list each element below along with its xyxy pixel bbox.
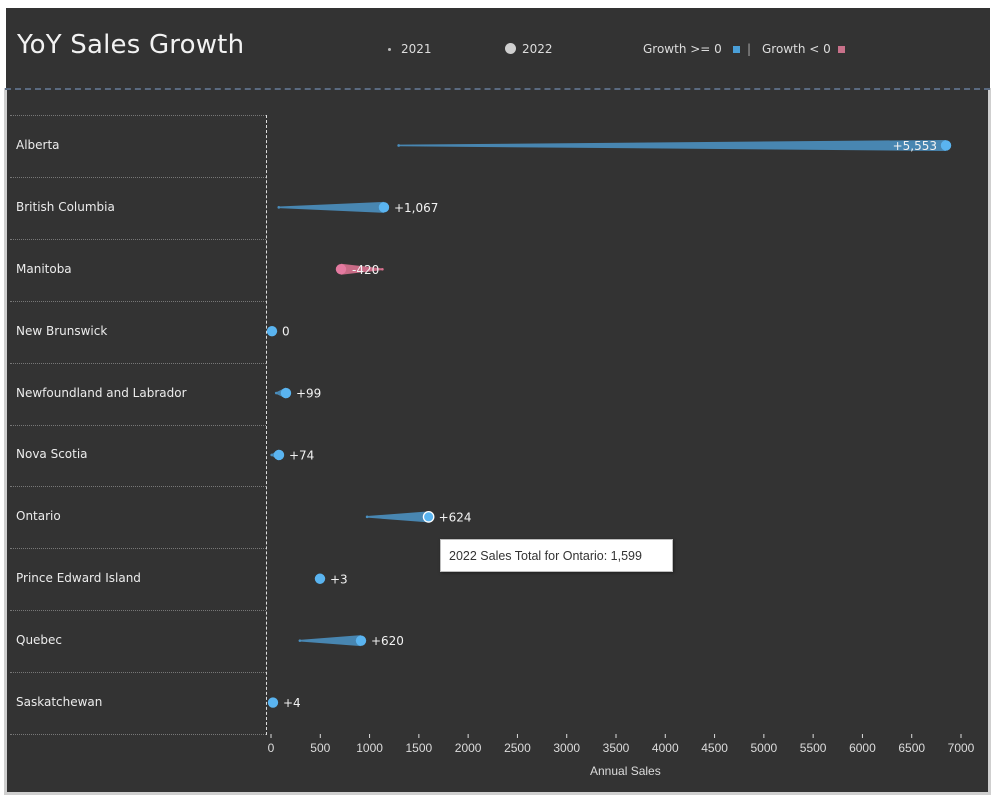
x-tick-label: 1000 [356, 741, 383, 755]
growth-band[interactable] [299, 635, 361, 647]
point-2022[interactable] [280, 387, 292, 399]
row-divider [10, 548, 266, 550]
point-2022[interactable] [266, 325, 278, 337]
x-tick-label: 5500 [800, 741, 827, 755]
row-label[interactable]: Newfoundland and Labrador [16, 385, 187, 400]
row-label[interactable]: New Brunswick [16, 323, 108, 338]
point-2021[interactable] [277, 206, 281, 209]
row-label[interactable]: British Columbia [16, 199, 115, 214]
x-tick-label: 7000 [948, 741, 975, 755]
point-2021[interactable] [270, 453, 273, 457]
growth-label: +74 [289, 448, 314, 462]
growth-label: +99 [296, 387, 321, 401]
point-2022[interactable] [314, 573, 326, 584]
row-label[interactable]: Nova Scotia [16, 447, 88, 462]
row-divider [10, 610, 266, 612]
x-tick-label: 3500 [603, 741, 630, 755]
chart-title: YoY Sales Growth [17, 30, 245, 60]
large-dot-icon [505, 43, 516, 54]
legend-label-growth-positive: Growth >= 0 [643, 42, 722, 56]
point-2022[interactable] [267, 697, 279, 708]
growth-label: +3 [330, 572, 348, 586]
row-label[interactable]: Ontario [16, 509, 61, 524]
tooltip: 2022 Sales Total for Ontario: 1,599 [440, 539, 673, 572]
row-divider [10, 486, 266, 488]
growth-label: +4 [283, 696, 301, 710]
dashboard-frame [6, 8, 990, 794]
row-label[interactable]: Manitoba [16, 261, 72, 276]
point-2021[interactable] [397, 144, 400, 147]
point-2021[interactable] [381, 267, 384, 271]
x-tick-label: 1500 [406, 741, 433, 755]
growth-band[interactable] [340, 263, 383, 275]
row-divider [10, 115, 266, 116]
row-divider [10, 238, 266, 240]
growth-label: +624 [439, 510, 472, 524]
frame-border-left [4, 88, 7, 794]
row-label[interactable]: Prince Edward Island [16, 571, 141, 586]
x-axis-title: Annual Sales [590, 764, 661, 778]
row-label[interactable]: Saskatchewan [16, 695, 103, 710]
x-tick-label: 6500 [898, 741, 925, 755]
legend-label-growth-negative: Growth < 0 [762, 42, 831, 56]
pink-square-icon [837, 46, 845, 53]
legend-item-2022[interactable]: 2022 [505, 42, 553, 56]
point-2021[interactable] [365, 515, 369, 519]
blue-square-icon [732, 46, 740, 53]
header-divider [5, 88, 990, 90]
x-tick-label: 5000 [751, 741, 778, 755]
point-2022[interactable] [273, 449, 285, 461]
y-axis-line [266, 115, 267, 735]
frame-border-right [988, 88, 991, 794]
x-tick-label: 4500 [701, 741, 728, 755]
point-2021[interactable] [298, 639, 302, 642]
growth-label: 0 [282, 325, 290, 339]
growth-band[interactable] [278, 201, 384, 213]
row-divider [10, 424, 266, 426]
legend-separator: | [747, 42, 752, 56]
legend-item-2021[interactable]: 2021 [388, 42, 432, 56]
row-header-panel [10, 115, 266, 735]
legend-item-growth-positive[interactable]: Growth >= 0 [643, 42, 740, 56]
growth-band[interactable] [367, 511, 429, 523]
legend-label-2021: 2021 [401, 42, 432, 56]
growth-label: +620 [371, 634, 404, 648]
growth-label: +1,067 [394, 201, 438, 215]
point-2022[interactable] [335, 264, 347, 275]
legend-item-growth-negative[interactable]: Growth < 0 [762, 42, 845, 56]
x-tick-label: 2000 [455, 741, 482, 755]
x-tick-label: 0 [268, 741, 275, 755]
point-2022[interactable] [422, 510, 435, 523]
row-divider [10, 734, 266, 735]
growth-label: -420 [352, 263, 379, 277]
point-2022[interactable] [940, 140, 952, 151]
x-tick-label: 6000 [849, 741, 876, 755]
point-2022[interactable] [355, 635, 367, 646]
row-label[interactable]: Alberta [16, 137, 60, 152]
point-2022[interactable] [378, 202, 390, 213]
point-2021[interactable] [274, 391, 278, 395]
x-tick-label: 2500 [504, 741, 531, 755]
row-divider [10, 176, 266, 178]
frame-border-bottom [4, 792, 991, 795]
row-label[interactable]: Quebec [16, 633, 63, 648]
x-tick-label: 3000 [553, 741, 580, 755]
x-tick-label: 4000 [652, 741, 679, 755]
row-divider [10, 300, 266, 302]
x-tick-label: 500 [310, 741, 330, 755]
growth-label: +5,553 [893, 139, 937, 153]
row-divider [10, 672, 266, 674]
small-dot-icon [388, 48, 391, 51]
legend-label-2022: 2022 [522, 42, 553, 56]
growth-band[interactable] [398, 139, 947, 151]
row-divider [10, 362, 266, 364]
